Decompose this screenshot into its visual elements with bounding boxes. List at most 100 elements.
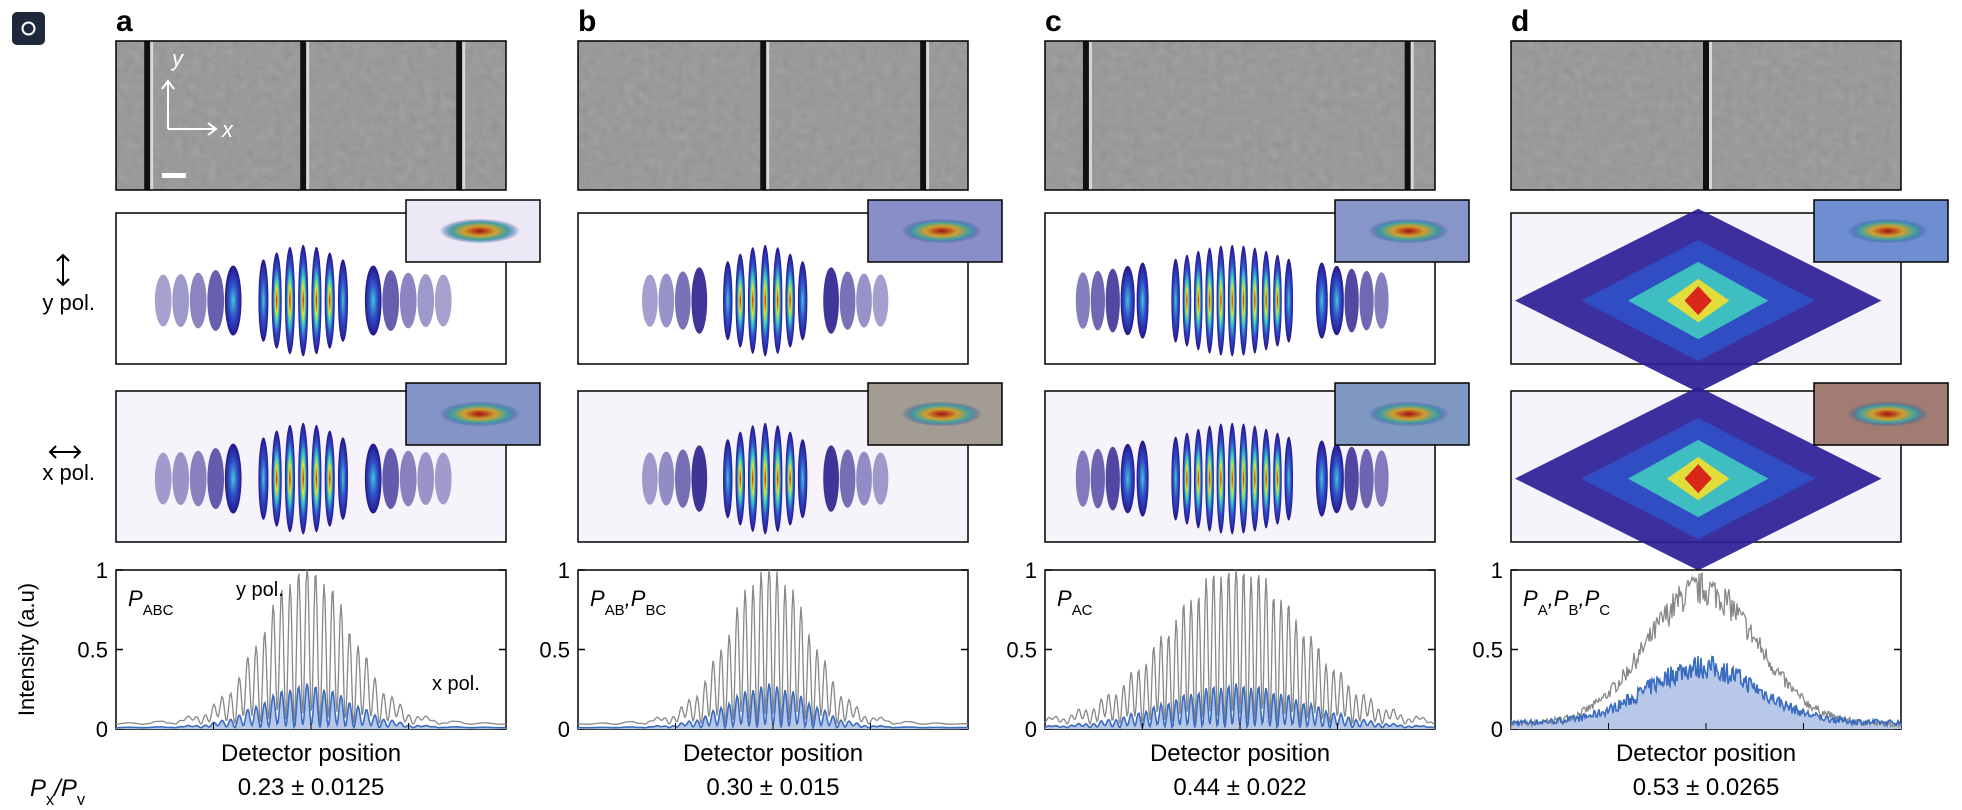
slit [1082,41,1089,190]
fringe [642,274,658,327]
fringe [1261,250,1271,351]
fringe [760,422,770,535]
fringe [658,451,675,506]
fringe [1329,265,1344,336]
fringe [1090,270,1105,331]
plot-annotation: PABC [128,586,174,619]
curve-label: x pol. [432,673,480,695]
slit-edge [1088,41,1092,190]
fringe [723,261,733,341]
text-part: P [1057,586,1072,611]
fringe [772,425,783,532]
subscript: ABC [143,602,174,619]
inset-pattern [439,218,520,244]
fringe [1227,244,1237,357]
subscript: AC [1072,602,1093,619]
fringe [337,437,349,520]
app-icon-glyph [21,21,36,36]
text-part: P [1585,586,1600,611]
panel: d 0 0.5 1 Detector position 0.53 ± 0.0265 [1472,5,1949,801]
plot-annotation: PAB,PBC [590,586,666,619]
pol-arrow [48,445,82,459]
axes-arrows [161,79,218,136]
y-tick-label: 1 [1025,558,1037,583]
slit [760,41,767,190]
fringe [823,445,839,512]
fringe [311,246,322,355]
fringe [189,450,207,507]
fringe [658,273,675,328]
fringe [856,273,872,328]
slit [300,41,307,190]
fringe [797,261,808,341]
y-tick-label: 0 [96,717,108,742]
text-part: P [128,586,143,611]
fringe [1284,436,1294,521]
slit-edge [1709,41,1712,190]
subscript: BC [645,602,666,619]
fringe [785,253,795,348]
ratio-value: 0.30 ± 0.015 [706,774,839,801]
ratio-value: 0.53 ± 0.0265 [1633,774,1780,801]
fringe [1329,443,1344,514]
fringe [735,431,745,526]
fringe [154,274,172,327]
subscript: x [46,791,54,805]
slit-edge [926,41,930,190]
fringe [1344,446,1359,511]
fringe [284,246,295,355]
y-tick-label: 0.5 [1006,638,1037,663]
fringe [324,252,335,349]
x-axis-label: Detector position [221,740,401,767]
curve-label: y pol. [236,579,284,601]
fringe [172,452,190,506]
fringe [207,448,225,510]
fringe [1359,448,1374,509]
subscript: B [1568,602,1578,619]
subscript: A [1538,602,1548,619]
inset-pattern [1368,401,1449,427]
fringe [1315,440,1328,517]
diffraction-pattern [1684,286,1712,316]
fringe [1239,245,1248,356]
y-pol-curve [115,569,507,725]
fringe [823,267,839,334]
inset-pattern [1847,401,1928,427]
fringe [224,443,242,514]
text-part: P [1554,586,1569,611]
fringe [382,448,400,510]
fringe [856,451,872,506]
inset-pattern [901,401,982,427]
slit [456,41,463,190]
fringe [1374,272,1389,329]
plot-annotation: PAC [1057,586,1093,619]
fringe [1193,428,1203,529]
slit [1404,41,1411,190]
slit-edge [462,41,466,190]
slit-edge [150,41,154,190]
fringe [364,443,382,514]
ratio-value: 0.23 ± 0.0125 [238,774,385,801]
row-label: Px/Py [30,775,86,805]
fringe [1216,245,1226,356]
fringe [1216,423,1226,534]
fringe [642,452,658,505]
fringe [1205,425,1214,532]
y-tick-label: 1 [1491,558,1503,583]
fringe [1227,422,1237,535]
inset-pattern [1368,218,1449,244]
fringe [337,259,349,342]
fringe [258,259,269,342]
text-part: P [30,775,46,802]
y-tick-label: 0 [1025,717,1037,742]
y-tick-label: 0.5 [77,638,108,663]
fringe [1105,446,1120,511]
fringe [224,265,242,336]
ratio-value: 0.44 ± 0.022 [1173,774,1306,801]
text-part: P [1523,586,1538,611]
text-part: , [1548,586,1554,611]
panel-label: d [1511,5,1529,38]
fringe [399,450,417,507]
fringe [271,430,282,527]
fringe [324,430,335,527]
